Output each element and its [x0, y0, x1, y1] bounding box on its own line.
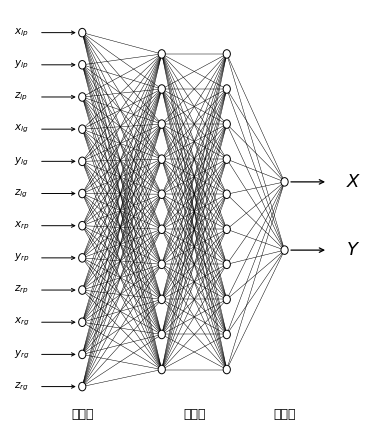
- Circle shape: [223, 120, 230, 128]
- Circle shape: [223, 330, 230, 339]
- Circle shape: [223, 225, 230, 234]
- Circle shape: [158, 85, 165, 93]
- Text: $y_{lp}$: $y_{lp}$: [14, 59, 28, 71]
- Circle shape: [158, 295, 165, 304]
- Text: $z_{lg}$: $z_{lg}$: [14, 187, 28, 200]
- Circle shape: [79, 189, 86, 198]
- Circle shape: [79, 60, 86, 69]
- Text: $z_{rp}$: $z_{rp}$: [14, 284, 28, 296]
- Circle shape: [281, 246, 288, 254]
- Circle shape: [223, 85, 230, 93]
- Text: $Y$: $Y$: [346, 241, 360, 259]
- Circle shape: [223, 260, 230, 269]
- Circle shape: [158, 120, 165, 128]
- Circle shape: [223, 50, 230, 58]
- Circle shape: [79, 29, 86, 37]
- Text: $z_{lp}$: $z_{lp}$: [14, 91, 27, 103]
- Circle shape: [158, 330, 165, 339]
- Circle shape: [158, 225, 165, 234]
- Circle shape: [281, 178, 288, 186]
- Circle shape: [223, 155, 230, 163]
- Text: $X$: $X$: [346, 173, 361, 191]
- Text: $x_{lp}$: $x_{lp}$: [14, 26, 28, 39]
- Circle shape: [79, 318, 86, 327]
- Circle shape: [79, 93, 86, 101]
- Circle shape: [158, 190, 165, 198]
- Text: $y_{lg}$: $y_{lg}$: [14, 155, 28, 168]
- Circle shape: [79, 350, 86, 359]
- Circle shape: [223, 295, 230, 304]
- Circle shape: [158, 155, 165, 163]
- Circle shape: [79, 157, 86, 165]
- Text: 输出层: 输出层: [273, 408, 296, 421]
- Circle shape: [79, 382, 86, 391]
- Circle shape: [158, 260, 165, 269]
- Text: $x_{lg}$: $x_{lg}$: [14, 123, 28, 135]
- Circle shape: [79, 222, 86, 230]
- Circle shape: [223, 190, 230, 198]
- Text: $x_{rg}$: $x_{rg}$: [14, 316, 29, 328]
- Circle shape: [79, 254, 86, 262]
- Circle shape: [79, 286, 86, 294]
- Circle shape: [79, 125, 86, 133]
- Circle shape: [223, 365, 230, 374]
- Circle shape: [158, 50, 165, 58]
- Text: 输入层: 输入层: [71, 408, 93, 421]
- Text: $y_{rg}$: $y_{rg}$: [14, 348, 29, 361]
- Text: $x_{rp}$: $x_{rp}$: [14, 219, 29, 232]
- Text: 中间层: 中间层: [183, 408, 205, 421]
- Text: $z_{rg}$: $z_{rg}$: [14, 381, 28, 393]
- Circle shape: [158, 365, 165, 374]
- Text: $y_{rp}$: $y_{rp}$: [14, 252, 29, 264]
